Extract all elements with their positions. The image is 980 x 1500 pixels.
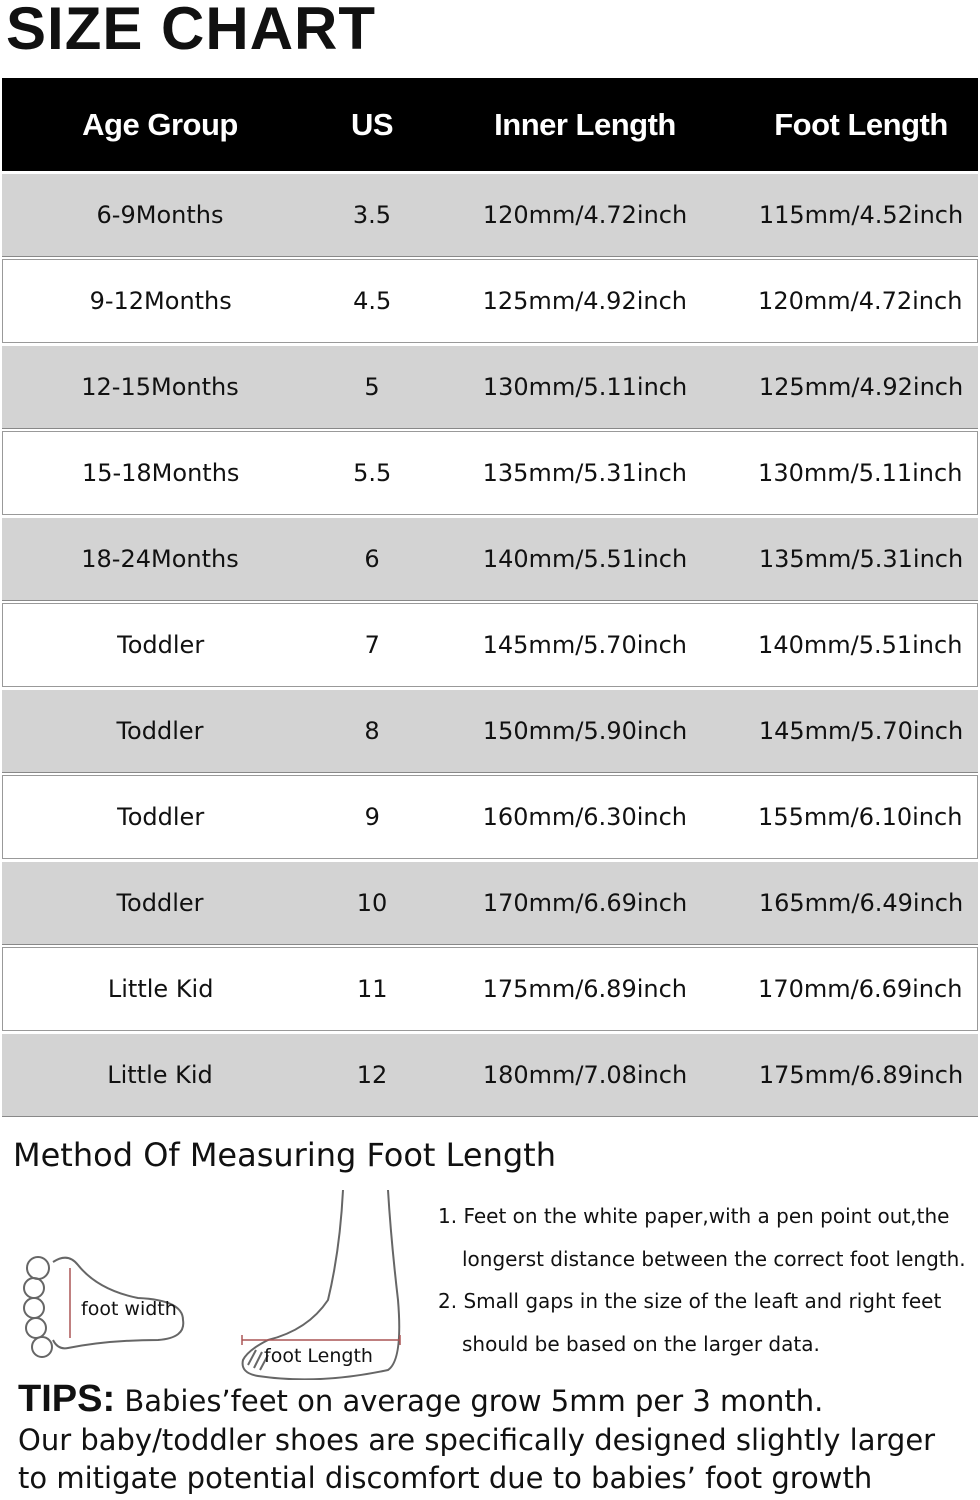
cell-foot-length: 125mm/4.92inch: [758, 373, 964, 401]
cell-inner-length: 160mm/6.30inch: [482, 803, 687, 831]
cell-age-group: Toddler: [117, 803, 205, 831]
cell-age-group: 9-12Months: [89, 287, 232, 315]
tips-line-3: to mitigate potential discomfort due to …: [18, 1461, 873, 1495]
table-row: Toddler 7 145mm/5.70inch 140mm/5.51inch: [2, 603, 978, 687]
foot-side-view-icon: [241, 1190, 401, 1380]
cell-us-size: 3.5: [352, 201, 392, 229]
cell-foot-length: 155mm/6.10inch: [758, 803, 963, 831]
cell-inner-length: 145mm/5.70inch: [482, 631, 687, 659]
table-row: 18-24Months 6 140mm/5.51inch 135mm/5.31inch: [2, 517, 978, 601]
cell-foot-length: 175mm/6.89inch: [758, 1061, 964, 1089]
cell-foot-length: 140mm/5.51inch: [758, 631, 963, 659]
cell-age-group: Toddler: [116, 889, 204, 917]
step-2-line-2: should be based on the larger data.: [462, 1331, 820, 1356]
cell-us-size: 4.5: [353, 287, 392, 315]
header-foot-length: Foot Length: [774, 106, 948, 142]
cell-inner-length: 130mm/5.11inch: [482, 373, 688, 401]
foot-top-view-icon: [23, 1256, 185, 1358]
cell-us-size: 7: [364, 631, 380, 659]
cell-foot-length: 135mm/5.31inch: [758, 545, 964, 573]
cell-foot-length: 120mm/4.72inch: [758, 287, 963, 315]
size-chart-table: Age Group US Inner Length Foot Length 6-…: [2, 78, 978, 1117]
cell-us-size: 11: [356, 975, 388, 1003]
cell-inner-length: 140mm/5.51inch: [482, 545, 688, 573]
header-age-group: Age Group: [82, 106, 238, 142]
table-header: Age Group US Inner Length Foot Length: [2, 78, 978, 171]
cell-us-size: 5: [364, 373, 380, 401]
table-row: Toddler 8 150mm/5.90inch 145mm/5.70inch: [2, 689, 978, 773]
foot-length-marker: [241, 1335, 401, 1345]
header-inner-length: Inner Length: [494, 106, 676, 142]
tips-label: TIPS:: [18, 1378, 116, 1420]
cell-inner-length: 180mm/7.08inch: [482, 1061, 688, 1089]
cell-inner-length: 120mm/4.72inch: [482, 201, 688, 229]
table-row: 15-18Months 5.5 135mm/5.31inch 130mm/5.11in…: [2, 431, 978, 515]
cell-inner-length: 175mm/6.89inch: [482, 975, 687, 1003]
cell-inner-length: 170mm/6.69inch: [482, 889, 688, 917]
foot-illustration: [23, 1190, 401, 1380]
table-row: Little Kid 11 175mm/6.89inch 170mm/6.69inch: [2, 947, 978, 1031]
cell-foot-length: 170mm/6.69inch: [758, 975, 963, 1003]
table-row: 6-9Months 3.5 120mm/4.72inch 115mm/4.52inch: [2, 173, 978, 257]
measuring-steps: 1. Feet on the white paper,with a pen po…: [438, 1195, 966, 1365]
cell-us-size: 5.5: [353, 459, 392, 487]
cell-us-size: 8: [364, 717, 380, 745]
tips-line-2: Our baby/toddler shoes are specifically …: [18, 1423, 936, 1457]
cell-us-size: 10: [356, 889, 388, 917]
cell-age-group: Little Kid: [107, 975, 214, 1003]
step-1-line-2: longerst distance between the correct fo…: [462, 1246, 966, 1271]
foot-length-label: foot Length: [264, 1345, 373, 1367]
cell-inner-length: 135mm/5.31inch: [482, 459, 687, 487]
cell-age-group: 6-9Months: [96, 201, 224, 229]
cell-age-group: Little Kid: [107, 1061, 213, 1089]
table-row: Toddler 10 170mm/6.69inch 165mm/6.49inch: [2, 861, 978, 945]
tips-line-1: Babies’feet on average grow 5mm per 3 mo…: [124, 1384, 824, 1418]
table-row: Toddler 9 160mm/6.30inch 155mm/6.10inch: [2, 775, 978, 859]
table-row: Little Kid 12 180mm/7.08inch 175mm/6.89inch: [2, 1033, 978, 1117]
cell-us-size: 12: [356, 1061, 388, 1089]
header-us: US: [350, 106, 394, 142]
cell-age-group: 18-24Months: [81, 545, 239, 573]
page-title: SIZE CHART: [6, 0, 376, 62]
cell-foot-length: 130mm/5.11inch: [758, 459, 963, 487]
cell-age-group: 12-15Months: [81, 373, 239, 401]
table-row: 9-12Months 4.5 125mm/4.92inch 120mm/4.72inc…: [2, 259, 978, 343]
cell-foot-length: 165mm/6.49inch: [758, 889, 964, 917]
foot-width-label: foot width: [81, 1298, 177, 1320]
tips-section: TIPS: Babies’feet on average grow 5mm pe…: [18, 1378, 935, 1497]
cell-age-group: 15-18Months: [81, 459, 240, 487]
cell-inner-length: 150mm/5.90inch: [482, 717, 688, 745]
cell-inner-length: 125mm/4.92inch: [482, 287, 687, 315]
cell-us-size: 6: [364, 545, 380, 573]
cell-foot-length: 115mm/4.52inch: [758, 201, 964, 229]
step-2-line-1: 2. Small gaps in the size of the leaft a…: [438, 1289, 942, 1313]
cell-age-group: Toddler: [117, 631, 205, 659]
table-row: 12-15Months 5 130mm/5.11inch 125mm/4.92inch: [2, 345, 978, 429]
cell-foot-length: 145mm/5.70inch: [758, 717, 964, 745]
cell-us-size: 9: [364, 803, 380, 831]
step-1-line-1: 1. Feet on the white paper,with a pen po…: [438, 1204, 950, 1228]
method-title: Method Of Measuring Foot Length: [13, 1136, 556, 1174]
cell-age-group: Toddler: [116, 717, 204, 745]
